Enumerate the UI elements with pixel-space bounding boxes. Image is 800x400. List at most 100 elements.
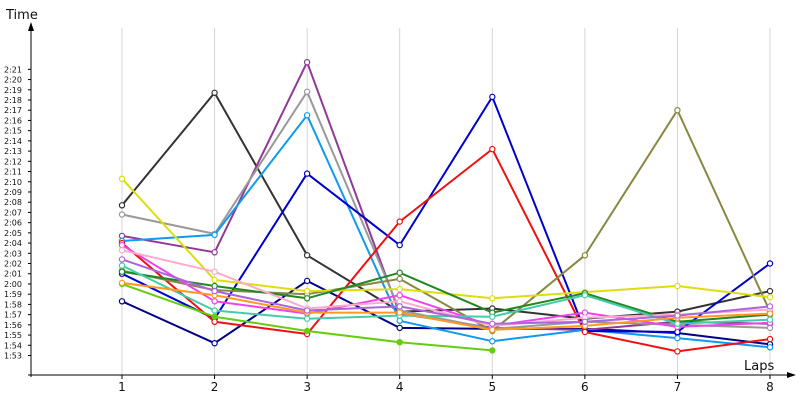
data-point (766, 316, 774, 323)
data-point (766, 324, 774, 332)
series-line (121, 178, 771, 300)
data-point (396, 241, 403, 249)
x-axis-arrow-icon (787, 372, 796, 378)
data-point (118, 298, 126, 305)
x-tick-label: 5 (488, 380, 496, 394)
data-point (211, 313, 218, 320)
data-point (674, 312, 681, 319)
data-point (766, 303, 774, 310)
y-tick-label: 2:17 (4, 106, 22, 115)
series-line (121, 249, 771, 327)
data-point (211, 89, 218, 97)
y-tick-label: 2:19 (4, 86, 22, 95)
data-point (489, 313, 496, 320)
data-point (396, 324, 403, 332)
data-point (118, 262, 126, 269)
data-point (303, 112, 311, 119)
y-tick-label: 2:04 (4, 239, 22, 248)
data-point (396, 309, 403, 316)
data-point (581, 252, 589, 259)
data-point (674, 334, 681, 342)
data-point (118, 241, 126, 249)
data-point (211, 318, 218, 325)
series-line (121, 258, 771, 325)
x-tick-label: 4 (396, 380, 404, 394)
y-tick-label: 1:58 (4, 300, 22, 309)
data-point (303, 277, 311, 285)
y-axis-arrow-icon (28, 22, 34, 31)
data-point (303, 295, 311, 302)
ticks-layer: 1 2 3 4 5 6 7 8 1:53 1:541:551:561:57 1:581:592:00… (4, 65, 774, 394)
data-point (396, 298, 403, 305)
y-tick-label: 2:15 (4, 127, 22, 136)
data-point (766, 344, 774, 351)
y-tick-label: 2:11 (4, 168, 22, 177)
y-tick-label: 2:07 (4, 208, 22, 217)
data-point (211, 282, 218, 290)
series-line (121, 281, 771, 331)
data-point (303, 327, 311, 335)
data-point (766, 335, 774, 343)
data-point (303, 88, 311, 96)
data-point (118, 175, 126, 182)
x-tick-label: 6 (581, 380, 589, 394)
series-11 (118, 280, 496, 354)
data-point (489, 320, 496, 327)
data-point (211, 340, 218, 347)
data-point (118, 256, 126, 263)
y-tick-label: 2:03 (4, 249, 22, 258)
data-point (489, 326, 496, 334)
data-point (396, 269, 403, 276)
y-axis-title: Time (5, 8, 38, 23)
data-point (211, 268, 218, 275)
y-tick-label: 2:08 (4, 198, 22, 207)
data-point (489, 93, 496, 101)
series-9 (118, 175, 774, 302)
series-line (121, 114, 771, 349)
y-tick-label: 2:05 (4, 229, 22, 238)
data-point (489, 338, 496, 345)
data-point (674, 328, 681, 336)
data-point (766, 310, 774, 317)
data-point (118, 246, 126, 254)
y-tick-label: 2:01 (4, 270, 22, 279)
series-layer (118, 59, 774, 355)
y-tick-label: 2:02 (4, 260, 22, 269)
data-point (303, 59, 311, 66)
y-tick-label: 2:12 (4, 157, 22, 166)
series-line (121, 244, 771, 328)
data-point (674, 348, 681, 355)
series-line (121, 109, 771, 332)
data-point (674, 106, 681, 114)
data-point (211, 287, 218, 295)
series-16 (118, 256, 774, 327)
y-tick-label: 1:55 (4, 331, 22, 340)
grid-layer (121, 28, 771, 375)
data-point (118, 202, 126, 209)
data-point (489, 347, 496, 354)
y-tick-label: 1:54 (4, 341, 22, 350)
y-tick-label: 2:09 (4, 188, 22, 197)
data-point (211, 307, 218, 314)
data-point (396, 218, 403, 225)
data-point (581, 328, 589, 336)
data-point (211, 276, 218, 284)
series-6 (118, 93, 774, 336)
data-point (396, 317, 403, 324)
y-tick-label: 1:59 (4, 290, 22, 299)
data-point (489, 145, 496, 153)
data-point (396, 292, 403, 299)
data-point (303, 252, 311, 259)
data-point (674, 320, 681, 327)
data-point (118, 279, 126, 287)
y-tick-label: 2:18 (4, 96, 22, 105)
data-point (489, 295, 496, 302)
data-point (396, 275, 403, 283)
x-tick-label: 8 (766, 380, 774, 394)
data-point (118, 268, 126, 275)
data-point (766, 260, 774, 267)
y-tick-label: 2:21 (4, 65, 22, 74)
data-point (396, 339, 403, 346)
y-tick-label: 2:10 (4, 178, 22, 187)
